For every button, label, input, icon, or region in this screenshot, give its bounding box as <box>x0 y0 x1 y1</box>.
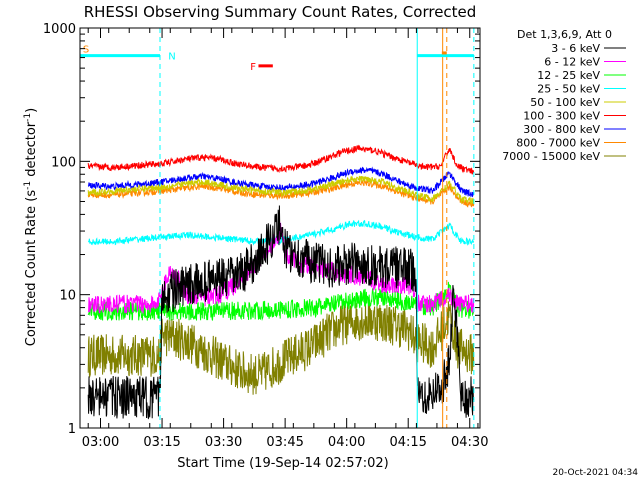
legend-label-4: 25 - 50 keV <box>537 83 600 96</box>
series-line-7 <box>87 166 475 198</box>
legend-label-9: 7000 - 15000 keV <box>502 150 600 163</box>
legend-label-3: 12 - 25 keV <box>537 69 600 82</box>
y-axis-label-mid: detector <box>24 121 39 181</box>
y-axis-label-end: ) <box>24 108 39 113</box>
x-tick-label: 03:00 <box>82 435 119 450</box>
legend-label-6: 100 - 300 keV <box>523 110 600 123</box>
x-tick-label: 04:00 <box>328 435 365 450</box>
legend-label-7: 300 - 800 keV <box>523 123 600 136</box>
legend-label-5: 50 - 100 keV <box>530 96 600 109</box>
series-line-6 <box>87 144 475 175</box>
y-tick-label: 100 <box>51 155 76 170</box>
y-axis-label-sup2: -1 <box>23 113 33 122</box>
legend-label-8: 800 - 7000 keV <box>516 137 600 150</box>
series-line-5 <box>87 175 475 206</box>
x-tick-label: 03:30 <box>205 435 242 450</box>
x-tick-label: 04:30 <box>451 435 488 450</box>
timestamp: 20-Oct-2021 04:34 <box>553 468 639 478</box>
series-line-9 <box>87 299 475 395</box>
y-tick-label: 1 <box>68 422 76 437</box>
plot-frame <box>79 27 481 429</box>
legend-label-1: 3 - 6 keV <box>551 42 600 55</box>
x-tick-label: 04:15 <box>389 435 426 450</box>
x-axis-label: Start Time (19-Sep-14 02:57:02) <box>177 456 388 471</box>
y-axis-label-main: Corrected Count Rate (s <box>24 190 39 347</box>
annotation-n: N <box>168 52 175 63</box>
x-tick-label: 03:45 <box>266 435 303 450</box>
series-line-1 <box>87 205 475 420</box>
x-tick-label: 03:15 <box>143 435 180 450</box>
y-axis-label: Corrected Count Rate (s-1 detector-1) <box>23 108 39 346</box>
plot-area: S N F 1 10 100 1000 03:00 03:15 03:30 03:45 04:00 04… <box>43 22 489 450</box>
legend-header: Det 1,3,6,9, Att 0 <box>517 28 612 41</box>
legend-label-2: 6 - 12 keV <box>544 56 600 69</box>
data-layer <box>87 144 475 420</box>
series-line-3 <box>87 281 475 322</box>
chart-title: RHESSI Observing Summary Count Rates, Co… <box>84 3 477 21</box>
y-tick-label: 1000 <box>43 22 76 37</box>
y-tick-label: 10 <box>59 289 76 304</box>
annotation-s: S <box>83 45 89 56</box>
y-axis-label-sup1: -1 <box>23 181 33 190</box>
annotation-f: F <box>250 62 256 73</box>
